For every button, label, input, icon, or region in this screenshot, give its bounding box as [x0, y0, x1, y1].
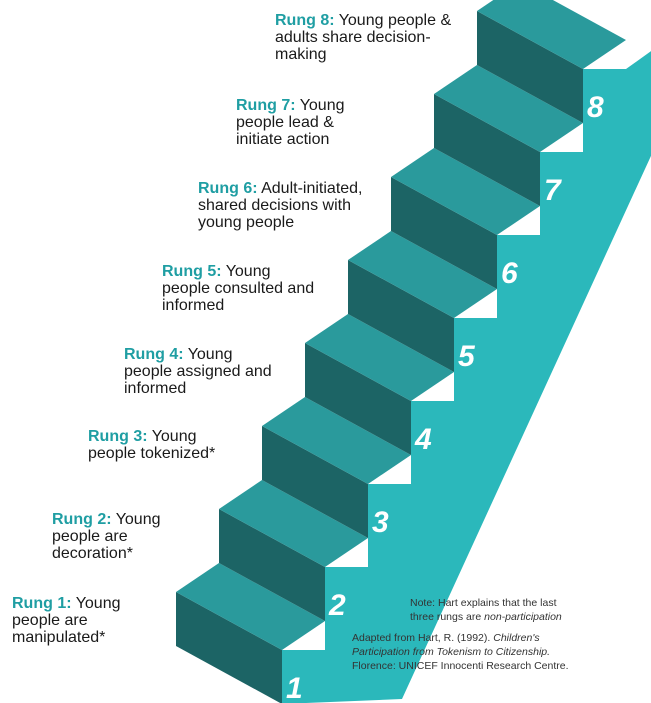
rung-title-5: Rung 5:: [162, 263, 222, 280]
rung-title-1: Rung 1:: [12, 595, 72, 612]
step-riser-7: [434, 94, 540, 206]
step-number-6: 6: [501, 257, 518, 290]
step-riser-2: [219, 509, 325, 621]
step-tread-2: [219, 480, 368, 567]
step-riser-6: [391, 177, 497, 289]
step-tread-1: [176, 563, 325, 650]
rung-text-4: Young people assigned and informed: [124, 346, 272, 397]
note-line-2-plain: three rungs are: [410, 611, 485, 623]
citation-line-1-italic: Children's: [493, 632, 540, 644]
rung-label-8: Rung 8: Young people & adults share deci…: [275, 12, 475, 63]
rung-title-2: Rung 2:: [52, 511, 112, 528]
step-number-5: 5: [458, 340, 476, 373]
step-tread-5: [348, 231, 497, 318]
step-number-3: 3: [372, 506, 389, 539]
rung-title-6: Rung 6:: [198, 180, 258, 197]
step-riser-5: [348, 260, 454, 372]
step-riser-1: [176, 592, 282, 703]
rung-text-2: Young people are decoration*: [52, 511, 161, 562]
step-number-1: 1: [286, 672, 303, 703]
rung-label-4: Rung 4: Young people assigned and inform…: [124, 346, 274, 397]
step-tread-3: [262, 397, 411, 484]
staircase-side-face: [282, 51, 651, 703]
citation-line-1: Adapted from Hart, R. (1992). Children's: [352, 631, 612, 645]
step-number-4: 4: [414, 423, 432, 456]
staircase: [176, 0, 651, 703]
step-riser-4: [305, 343, 411, 455]
citation-line-1-plain: Adapted from Hart, R. (1992).: [352, 632, 494, 644]
rung-text-5: Young people consulted and informed: [162, 263, 315, 314]
citation-line-2-italic: Participation from Tokenism to Citizensh…: [352, 646, 551, 658]
note-line-2-italic: non-participation: [484, 611, 562, 623]
rung-label-1: Rung 1: Young people are manipulated*: [12, 595, 162, 646]
rung-text-1: Young people are manipulated*: [12, 595, 121, 646]
source-citation: Adapted from Hart, R. (1992). Children's…: [352, 631, 612, 673]
step-number-2: 2: [328, 589, 346, 622]
rung-text-3: Young people tokenized*: [88, 428, 216, 462]
step-numbers: 1 2 3 4 5 6 7 8: [286, 91, 604, 703]
rung-title-4: Rung 4:: [124, 346, 184, 363]
step-tread-8: [477, 0, 626, 69]
rung-title-8: Rung 8:: [275, 12, 335, 29]
note-line-2: three rungs are non-participation: [410, 610, 610, 624]
rung-title-3: Rung 3:: [88, 428, 148, 445]
step-tread-7: [434, 65, 583, 152]
step-tread-4: [305, 314, 454, 401]
rung-label-7: Rung 7: Young people lead & initiate act…: [236, 97, 376, 148]
step-riser-8: [477, 11, 583, 123]
rung-label-3: Rung 3: Young people tokenized*: [88, 428, 223, 462]
rung-text-6: Adult-initiated, shared decisions with y…: [198, 180, 363, 231]
step-number-8: 8: [587, 91, 604, 124]
rung-text-7: Young people lead & initiate action: [236, 97, 345, 148]
step-riser-3: [262, 426, 368, 538]
rung-title-7: Rung 7:: [236, 97, 296, 114]
rung-label-6: Rung 6: Adult-initiated, shared decision…: [198, 180, 398, 231]
step-number-7: 7: [544, 174, 562, 207]
note-line-1: Note: Hart explains that the last: [410, 597, 557, 609]
citation-line-2: Participation from Tokenism to Citizensh…: [352, 645, 612, 659]
participation-note: Note: Hart explains that the last three …: [410, 596, 610, 624]
rung-text-8: Young people & adults share decision-mak…: [275, 12, 452, 63]
rung-label-5: Rung 5: Young people consulted and infor…: [162, 263, 320, 314]
citation-line-3: Florence: UNICEF Innocenti Research Cent…: [352, 660, 569, 672]
rung-label-2: Rung 2: Young people are decoration*: [52, 511, 182, 562]
step-tread-6: [391, 148, 540, 235]
